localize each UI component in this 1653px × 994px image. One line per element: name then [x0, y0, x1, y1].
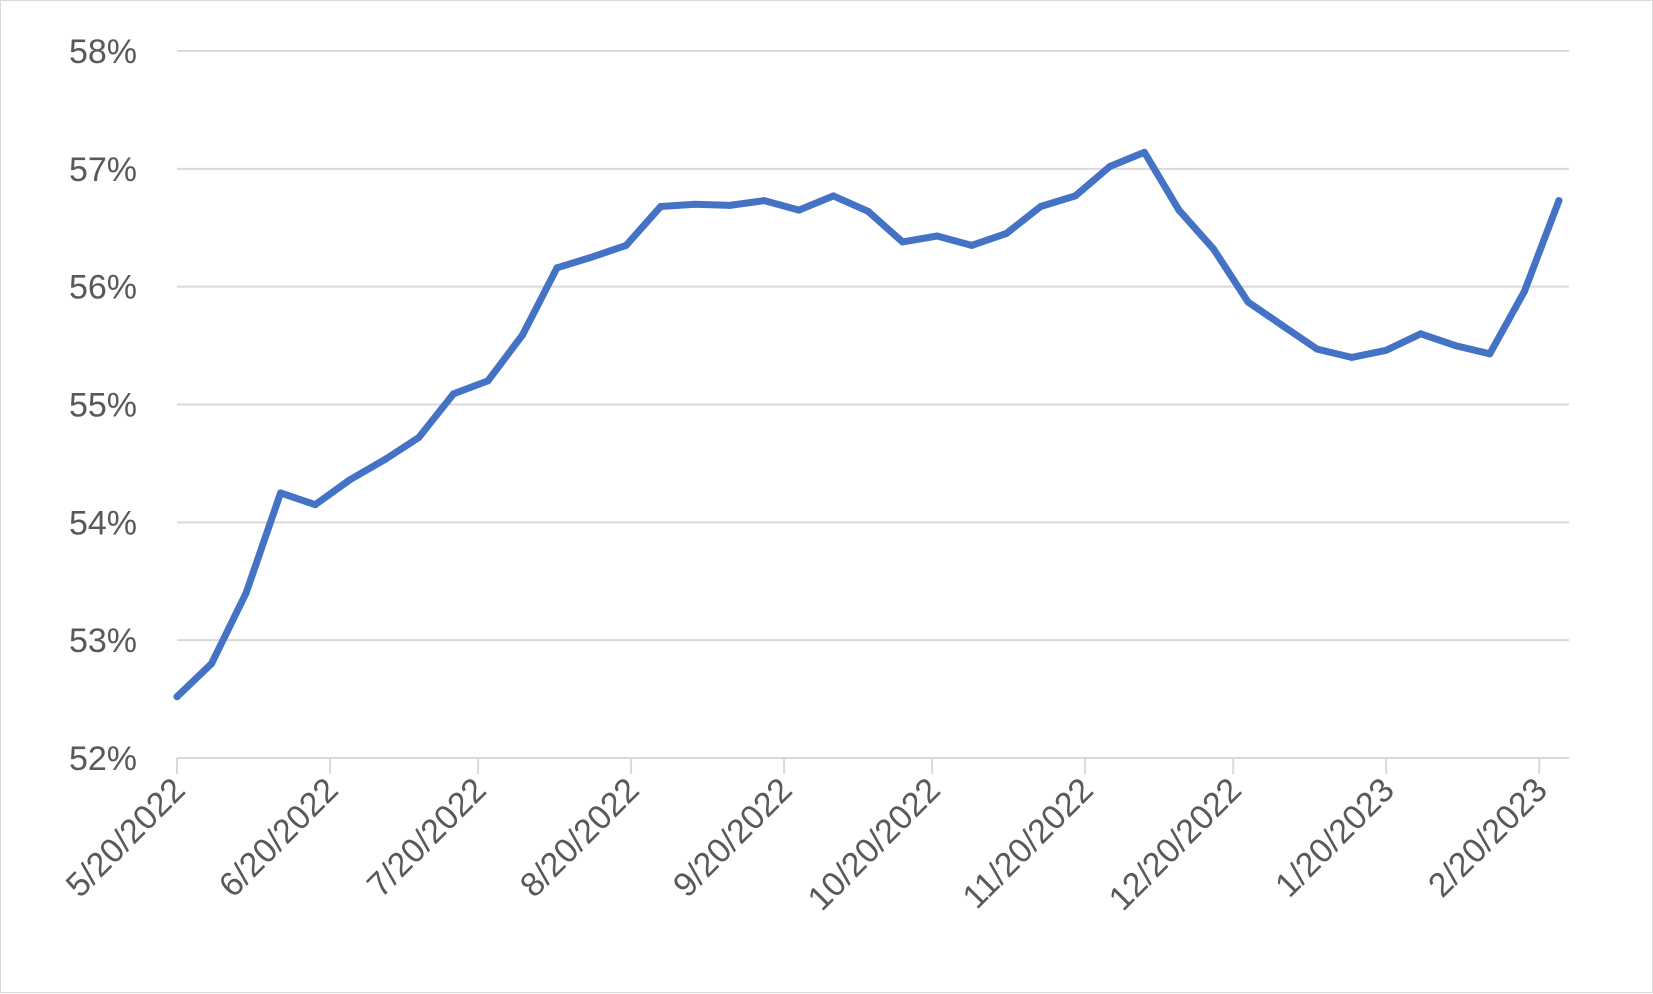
data-point [553, 264, 561, 272]
data-point [380, 456, 388, 464]
data-point [968, 241, 976, 249]
series-group [173, 148, 1563, 701]
x-tick-label: 5/20/2022 [59, 771, 193, 905]
x-axis-labels: 5/20/2022 6/20/2022 7/20/2022 8/20/2022 9/20… [59, 771, 1555, 918]
data-point [795, 206, 803, 214]
y-tick-label: 57% [69, 151, 137, 189]
x-tick-label: 10/20/2022 [801, 771, 948, 918]
data-point [484, 377, 492, 385]
y-tick-label: 55% [69, 387, 137, 425]
data-point [346, 476, 354, 484]
data-point [173, 693, 181, 701]
data-point [657, 203, 665, 210]
y-tick-label: 58% [69, 33, 137, 71]
y-tick-label: 56% [69, 269, 137, 307]
x-tick-label: 2/20/2023 [1421, 771, 1555, 905]
data-point [691, 200, 699, 208]
x-tick-label: 11/20/2022 [955, 771, 1100, 916]
data-point [622, 241, 630, 249]
data-point [588, 253, 596, 261]
y-axis-labels: 52% 53% 54% 55% 56% 57% 58% [69, 33, 137, 778]
data-point [1037, 203, 1045, 210]
data-point [1106, 163, 1114, 170]
x-tick-label: 1/20/2023 [1268, 771, 1402, 905]
x-tick-label: 6/20/2022 [212, 771, 346, 905]
data-point [1555, 197, 1563, 205]
data-point [1382, 346, 1390, 354]
data-point [1451, 342, 1459, 350]
data-point [415, 434, 423, 441]
x-tick-label: 12/20/2022 [1102, 771, 1249, 918]
data-point [242, 589, 250, 597]
data-point [1520, 287, 1528, 295]
data-point [829, 192, 837, 200]
x-tick-label: 8/20/2022 [513, 771, 647, 905]
data-point [449, 390, 457, 398]
data-point [1244, 298, 1252, 306]
data-point [1279, 322, 1286, 330]
data-point [1002, 230, 1010, 238]
data-point [277, 489, 285, 497]
x-tick-label: 9/20/2022 [666, 771, 800, 905]
data-point [1417, 330, 1425, 338]
data-point [933, 232, 941, 240]
y-tick-label: 52% [69, 740, 137, 778]
data-point [519, 331, 526, 339]
data-point [760, 197, 768, 205]
x-axis [176, 757, 1569, 774]
data-point [726, 201, 734, 209]
data-point [864, 207, 872, 215]
data-point [1140, 148, 1148, 156]
y-tick-label: 54% [69, 504, 137, 542]
data-point [311, 501, 319, 509]
data-point [1210, 245, 1217, 253]
data-point [1071, 192, 1079, 200]
data-point [1175, 206, 1183, 214]
data-point [899, 238, 906, 246]
data-point [208, 660, 215, 668]
data-point [1313, 345, 1321, 353]
x-tick-label: 7/20/2022 [360, 771, 494, 905]
y-tick-label: 53% [69, 622, 137, 660]
data-point [1486, 350, 1494, 358]
data-point [1348, 353, 1356, 361]
gridlines [177, 50, 1569, 642]
series-line [173, 148, 1563, 701]
